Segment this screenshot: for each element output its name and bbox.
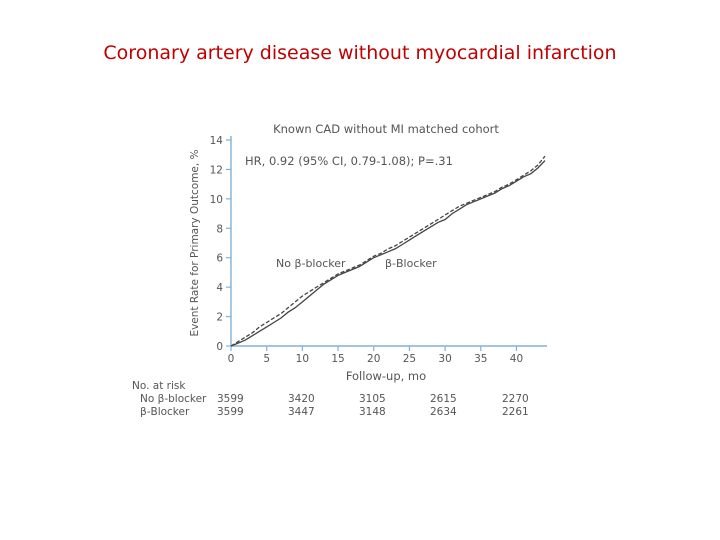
y-tick-label: 6 xyxy=(216,253,223,265)
at-risk-count: 3447 xyxy=(288,406,315,418)
series-line-beta-blocker xyxy=(230,160,546,347)
x-tick-label: 20 xyxy=(367,353,380,365)
x-tick-label: 0 xyxy=(228,353,235,365)
x-tick-label: 30 xyxy=(438,353,451,365)
chart-title: Known CAD without MI matched cohort xyxy=(273,122,499,136)
y-tick-label: 4 xyxy=(216,282,223,294)
y-tick-label: 10 xyxy=(210,194,223,206)
x-tick-label: 40 xyxy=(510,353,523,365)
x-tick-label: 15 xyxy=(331,353,344,365)
x-tick-label: 10 xyxy=(296,353,309,365)
at-risk-count: 2615 xyxy=(430,393,457,405)
at-risk-count: 3105 xyxy=(359,393,386,405)
at-risk-count: 3599 xyxy=(217,393,244,405)
at-risk-row-label: No β-blocker xyxy=(140,393,207,405)
y-tick-label: 0 xyxy=(216,341,223,353)
x-tick-label: 5 xyxy=(263,353,270,365)
at-risk-count: 2634 xyxy=(430,406,457,418)
x-tick-label: 35 xyxy=(474,353,487,365)
at-risk-header: No. at risk xyxy=(132,380,186,392)
y-tick-label: 12 xyxy=(210,164,223,176)
y-axis-label: Event Rate for Primary Outcome, % xyxy=(189,149,201,336)
y-tick-label: 14 xyxy=(210,135,224,147)
x-tick-label: 25 xyxy=(403,353,416,365)
at-risk-count: 3599 xyxy=(217,406,244,418)
x-axis-label: Follow-up, mo xyxy=(346,369,426,383)
at-risk-row-label: β-Blocker xyxy=(140,406,190,418)
slide-title: Coronary artery disease without myocardi… xyxy=(103,42,617,64)
at-risk-count: 3420 xyxy=(288,393,315,405)
at-risk-count: 3148 xyxy=(359,406,386,418)
y-tick-label: 8 xyxy=(216,223,223,235)
y-tick-label: 2 xyxy=(216,312,223,324)
at-risk-count: 2270 xyxy=(502,393,529,405)
series-line-no-beta-blocker xyxy=(230,155,546,347)
at-risk-count: 2261 xyxy=(502,406,529,418)
series-label-no-beta-blocker: No β-blocker xyxy=(276,257,346,270)
series-label-beta-blocker: β-Blocker xyxy=(385,257,437,270)
hr-annotation: HR, 0.92 (95% CI, 0.79-1.08); P=.31 xyxy=(245,154,453,168)
